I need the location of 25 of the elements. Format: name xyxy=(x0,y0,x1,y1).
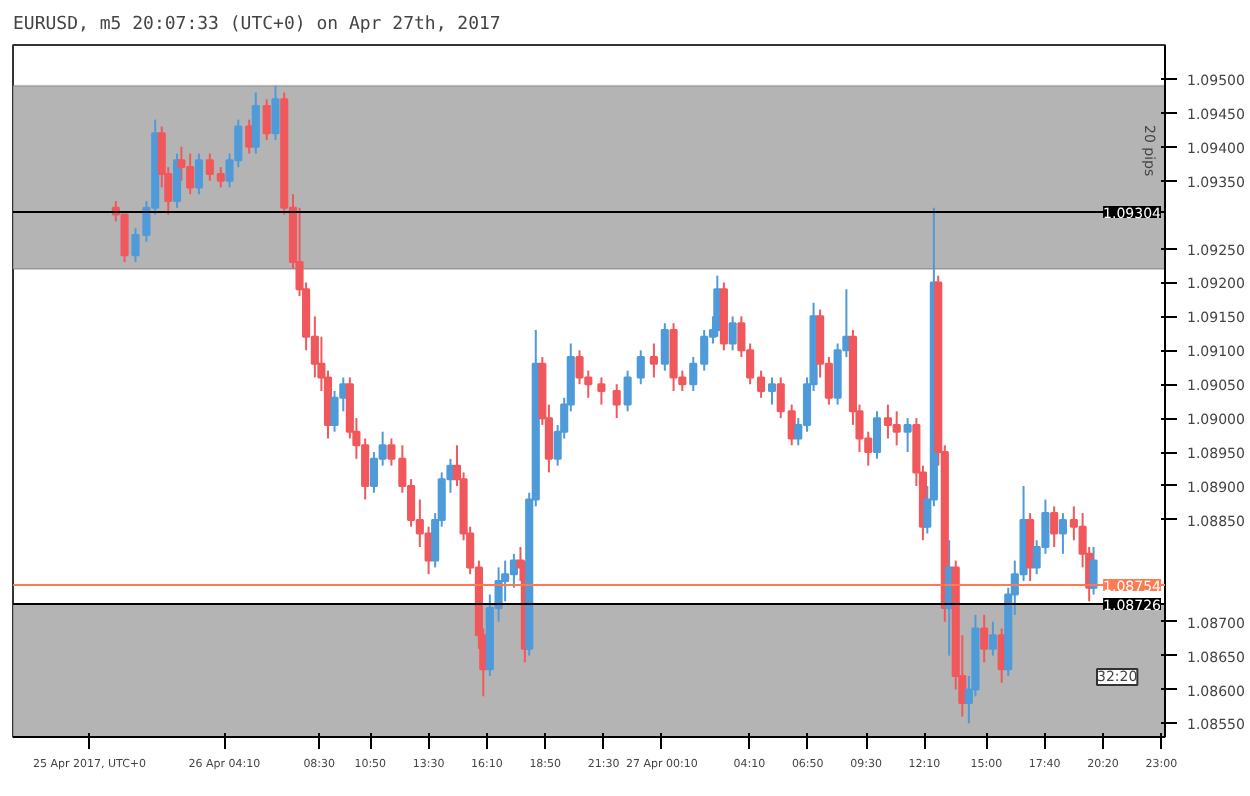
candlestick xyxy=(1026,512,1035,582)
candlestick xyxy=(636,349,645,386)
candlestick xyxy=(669,322,678,392)
candlestick xyxy=(177,145,186,182)
candlestick xyxy=(903,417,912,454)
candlestick xyxy=(1050,505,1059,549)
chart-title: EURUSD, m5 20:07:33 (UTC+0) on Apr 27th, 2017 xyxy=(13,15,501,35)
candlestick xyxy=(1089,546,1098,596)
candlestick xyxy=(728,315,737,352)
candlestick xyxy=(988,620,997,657)
candlestick xyxy=(262,98,271,141)
candlestick xyxy=(612,383,621,420)
candlestick xyxy=(660,322,669,372)
candlestick xyxy=(892,410,901,447)
candlestick xyxy=(649,342,658,379)
candlestick xyxy=(172,152,182,209)
candlestick xyxy=(597,376,606,406)
candlestick xyxy=(194,152,203,196)
candlestick xyxy=(980,613,989,664)
candlestick xyxy=(767,376,777,406)
candlestick xyxy=(623,369,632,413)
candlestick xyxy=(1058,512,1067,555)
candlestick xyxy=(872,410,882,460)
candlestick xyxy=(271,84,280,141)
candlestick xyxy=(251,91,260,155)
